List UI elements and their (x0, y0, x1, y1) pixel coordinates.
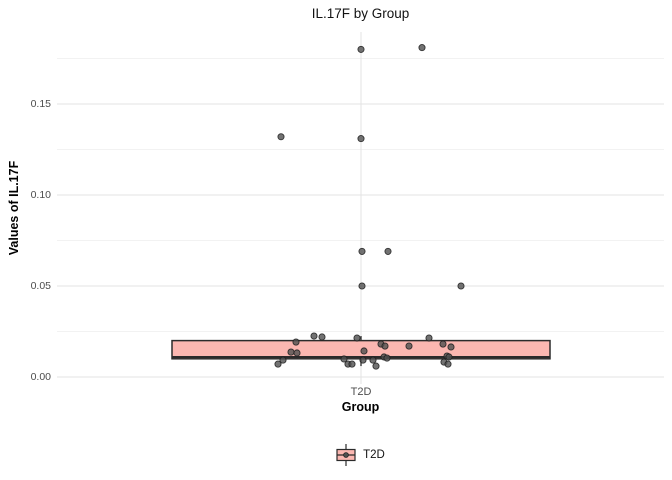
jitter-point (369, 356, 377, 364)
x-axis-title: Group (341, 400, 380, 414)
jitter-point (383, 354, 391, 362)
y-axis-title: Values of IL.17F (7, 160, 21, 256)
jitter-point (418, 44, 426, 52)
jitter-point (277, 133, 285, 141)
jitter-point (384, 247, 392, 255)
y-tick-label: 0.00 (30, 371, 51, 383)
jitter-point (358, 282, 366, 290)
x-tick-label: T2D (350, 386, 372, 398)
jitter-point (310, 332, 318, 340)
jitter-point (444, 360, 452, 368)
y-tick-label: 0.10 (30, 189, 51, 201)
jitter-point (360, 347, 368, 355)
jitter-point (445, 353, 453, 361)
y-tick-label: 0.15 (30, 98, 51, 110)
legend-label: T2D (363, 449, 385, 461)
y-tick-label: 0.05 (30, 280, 51, 292)
jitter-point (357, 135, 365, 143)
jitter-point (372, 362, 380, 370)
plot-panel (57, 32, 664, 384)
legend-point (343, 452, 349, 458)
jitter-point (359, 356, 367, 364)
jitter-point (381, 342, 389, 350)
jitter-point (425, 334, 433, 342)
jitter-point (287, 348, 295, 356)
jitter-point (274, 360, 282, 368)
jitter-point (353, 334, 361, 342)
jitter-point (439, 340, 447, 348)
jitter-point (358, 247, 366, 255)
jitter-point (293, 349, 301, 357)
jitter-point (292, 338, 300, 346)
jitter-point (318, 333, 326, 341)
jitter-point (405, 342, 413, 350)
legend: T2D (57, 442, 664, 468)
boxplot-legend-key-icon (336, 444, 356, 466)
jitter-point (357, 45, 365, 53)
jitter-point (348, 360, 356, 368)
jitter-point (447, 343, 455, 351)
chart-title: IL.17F by Group (311, 6, 410, 21)
jitter-point (279, 356, 287, 364)
jitter-point (457, 282, 465, 290)
jitter-point (340, 355, 348, 363)
